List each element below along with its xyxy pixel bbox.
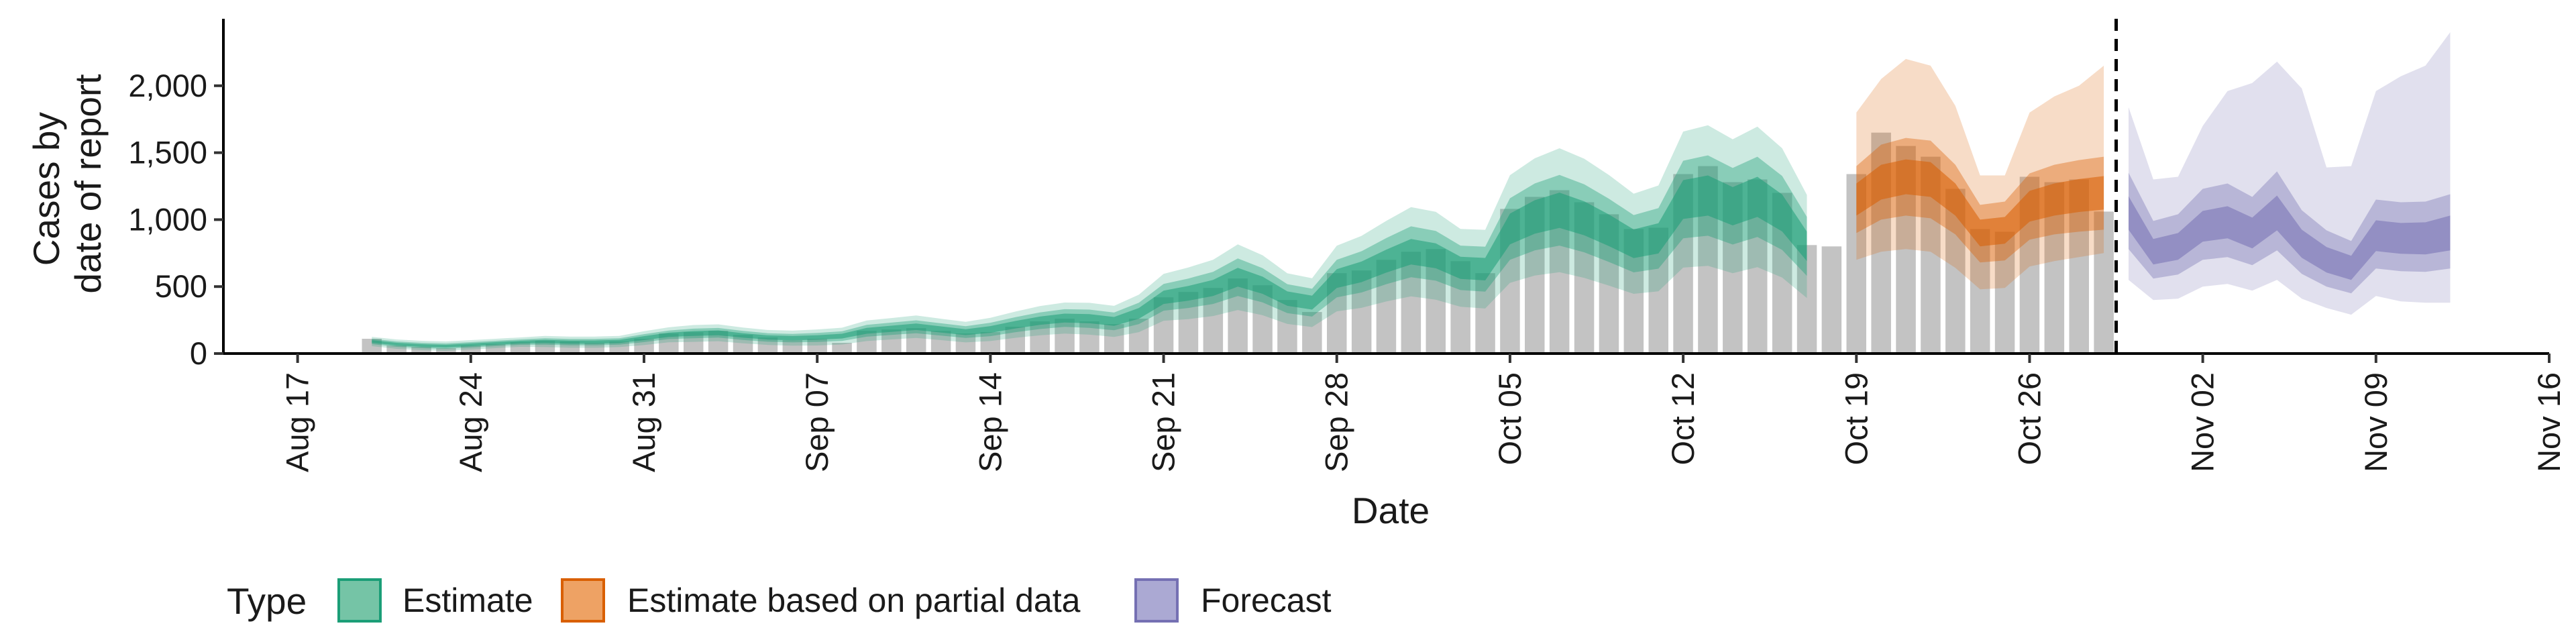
case-bar <box>906 328 926 354</box>
case-bar <box>1079 321 1099 354</box>
case-bar <box>980 332 1001 354</box>
case-bar <box>1970 229 1990 354</box>
case-bar <box>1104 324 1124 354</box>
ribbon-forecast-band-3 <box>2129 195 2451 280</box>
case-bar <box>1302 312 1322 354</box>
y-tick-label: 1,500 <box>128 135 207 170</box>
case-bar <box>955 333 976 354</box>
y-tick-label: 500 <box>155 268 207 304</box>
y-tick-label: 2,000 <box>128 68 207 103</box>
case-bar <box>930 331 951 354</box>
case-bar <box>486 344 506 354</box>
case-bar <box>832 343 852 354</box>
x-axis-title: Date <box>1352 490 1430 531</box>
ribbon-estimate-based-on-partial-data-band-3 <box>1856 159 2104 247</box>
legend-key-estimate <box>337 578 382 623</box>
case-bar <box>807 339 827 354</box>
legend-label-forecast: Forecast <box>1201 582 1332 619</box>
x-tick-label: Sep 21 <box>1146 372 1181 472</box>
case-bar <box>386 345 407 354</box>
legend-item-partial: Estimate based on partial data <box>561 578 1081 623</box>
axes <box>214 19 2551 363</box>
ribbon-estimate-band-2 <box>372 155 1807 349</box>
case-bar <box>559 341 580 354</box>
legend: Type Estimate Estimate based on partial … <box>227 578 1332 623</box>
legend-item-estimate: Estimate <box>337 578 533 623</box>
case-bar <box>1203 288 1224 354</box>
case-bar <box>1376 260 1397 354</box>
case-bar <box>1401 252 1421 354</box>
x-tick-label: Aug 17 <box>280 372 315 472</box>
x-tick-label: Oct 12 <box>1665 372 1701 465</box>
case-bar <box>1030 321 1050 354</box>
case-bar <box>535 341 555 354</box>
y-axis-title: Cases by date of report <box>25 74 109 293</box>
case-bar <box>1178 292 1199 354</box>
case-bar <box>1055 319 1075 354</box>
case-bar <box>782 340 803 354</box>
case-bar <box>510 342 531 354</box>
case-bar <box>1821 246 1842 354</box>
case-bar <box>1005 327 1025 354</box>
x-tick-label: Sep 07 <box>799 372 835 472</box>
case-bar <box>1994 231 2015 354</box>
y-axis-title-line-2: date of report <box>67 74 109 293</box>
x-tick-label: Nov 02 <box>2185 372 2220 472</box>
legend-label-estimate: Estimate <box>402 582 533 619</box>
legend-item-forecast: Forecast <box>1134 578 1332 623</box>
ribbon-estimate-band-1 <box>372 125 1807 351</box>
legend-key-partial <box>561 578 605 623</box>
x-tick-label: Oct 19 <box>1838 372 1874 465</box>
y-tick-labels: 0 500 1,000 1,500 2,000 <box>128 68 207 371</box>
case-bar <box>757 337 778 354</box>
case-bar <box>634 339 654 354</box>
case-bar <box>411 347 431 354</box>
case-bar <box>881 329 902 354</box>
legend-key-forecast <box>1134 578 1179 623</box>
observed-bars <box>362 132 2114 354</box>
case-bar <box>1228 278 1248 354</box>
ribbon-estimate-based-on-partial-data-band-1 <box>1856 58 2104 290</box>
case-bar <box>461 345 481 354</box>
y-axis-title-line-1: Cases by <box>25 112 67 266</box>
case-bar <box>436 348 456 354</box>
case-bar <box>1351 270 1372 354</box>
x-tick-label: Sep 14 <box>972 372 1008 472</box>
x-tick-label: Nov 09 <box>2358 372 2394 472</box>
x-tick-labels: Aug 17 Aug 24 Aug 31 Sep 07 Sep 14 Sep 21 Sep … <box>280 372 2567 472</box>
y-tick-label: 1,000 <box>128 201 207 237</box>
case-bar <box>1796 245 1817 354</box>
x-tick-label: Aug 24 <box>453 372 488 472</box>
case-bar <box>1128 319 1149 354</box>
legend-label-partial: Estimate based on partial data <box>627 582 1081 619</box>
y-tick-label: 0 <box>190 335 207 371</box>
case-bar <box>1277 300 1297 354</box>
case-bar <box>2094 211 2114 354</box>
estimate-ribbons <box>372 32 2451 351</box>
legend-title: Type <box>227 580 307 622</box>
case-bar <box>609 341 629 354</box>
case-bar <box>1475 273 1495 354</box>
x-tick-label: Oct 26 <box>2012 372 2047 465</box>
x-tick-label: Sep 28 <box>1319 372 1354 472</box>
case-bar <box>584 343 604 354</box>
x-tick-label: Nov 16 <box>2531 372 2567 472</box>
x-tick-label: Aug 31 <box>626 372 661 472</box>
x-tick-label: Oct 05 <box>1492 372 1527 465</box>
